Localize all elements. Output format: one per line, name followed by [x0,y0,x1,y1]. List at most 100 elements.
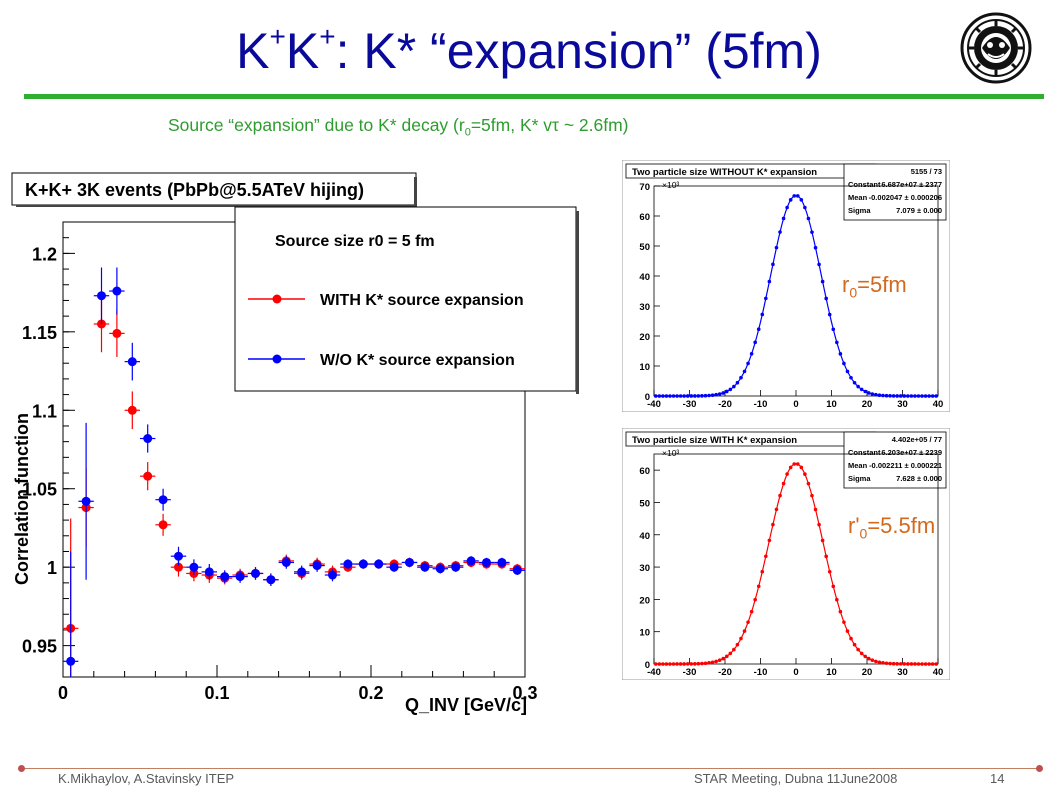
histogram-point [916,394,921,398]
histogram-point [820,279,825,284]
histogram-point [707,661,711,665]
x-tick-label: 0 [58,683,68,703]
histogram-point [849,375,853,380]
title-rule [24,94,1044,99]
y-tick-label: 10 [639,628,650,639]
histogram-point [675,394,679,398]
histogram-point [774,507,779,512]
histogram-point [863,389,868,394]
histogram-point [728,651,733,656]
histogram-point [735,642,740,647]
histogram-point [774,245,779,250]
histogram-point [803,472,807,476]
chart-title-box [11,172,417,206]
histogram-point [870,392,875,396]
histogram-point [771,262,775,267]
data-point-without [297,567,307,577]
histogram-without: Two particle size WITHOUT K* expansion 5… [622,160,950,412]
histogram-point [923,394,928,398]
histogram-point [891,661,896,666]
data-point-without [97,291,106,301]
histogram-point [788,465,793,470]
stat-value: -0.002047 ± 0.000206 [869,193,942,202]
histogram-point [859,387,864,392]
histogram-point [685,394,690,398]
histogram-point [930,662,935,666]
hist-top-axes: -40 -30 -20 -10 0 10 20 30 40 0 10 20 30 40 50 60 70 [639,182,943,410]
y-tick-label: 40 [639,272,650,283]
histogram-point [866,656,871,661]
annotation-r0-prime: r'0=5.5fm [848,513,936,542]
hist-top-title: Two particle size WITHOUT K* expansion [632,167,817,178]
histogram-point [906,394,910,398]
histogram-point [884,393,889,398]
x-tick-label: 20 [862,667,873,678]
legend-label-with: WITH K* source expansion [320,292,524,309]
hist-bot-stats: 4.402e+05 / 77 Constant 6.203e+07 ± 2239 Me… [848,435,942,483]
histogram-point [927,662,931,666]
histogram-point [753,597,757,602]
legend-shadow [576,211,579,394]
data-point-without [358,559,368,569]
stat-name: Constant [848,448,881,457]
histogram-point [700,394,704,398]
data-point-with [112,328,122,338]
legend-label-without: W/O K* source expansion [320,352,515,369]
histogram-point [721,656,726,661]
data-point-without [158,495,168,505]
histogram-point [678,394,683,398]
histogram-point [668,662,672,666]
histogram-point [888,394,892,398]
histogram-point [881,661,885,665]
main-axes: 0.95 1 1.05 1.1 1.15 1.2 0 0.1 0.2 0.3 [22,237,538,703]
histogram-point [813,507,818,512]
histogram-point [749,351,754,356]
histogram-point [710,393,715,397]
histogram-point [778,230,782,234]
y-tick-label: 40 [639,531,650,542]
histogram-point [671,394,676,398]
histogram-point [927,394,931,398]
histogram-point [682,662,686,666]
main-points [63,267,525,677]
histogram-point [661,394,665,398]
histogram-point [845,629,850,633]
data-point-without [251,568,260,578]
histogram-point [923,662,928,666]
histogram-point [934,662,939,666]
histogram-point [874,659,878,664]
data-point-without [127,357,137,367]
subtitle: Source “expansion” due to K* decay (r0=5… [168,115,629,139]
histogram-point [856,647,860,652]
data-point-without [374,559,384,569]
footer-authors: K.Mikhaylov, A.Stavinsky ITEP [58,771,235,786]
x-tick-label: -40 [647,667,661,678]
data-point-without [204,567,214,577]
x-tick-label: -20 [718,667,732,678]
x-tick-label: 20 [862,399,873,410]
histogram-point [838,609,843,614]
histogram-point [795,194,800,198]
histogram-point [934,394,939,398]
histogram-point [842,361,846,366]
histogram-point [913,662,917,666]
histogram-point [724,389,729,394]
histogram-point [693,394,697,398]
histogram-point [856,384,860,389]
annotation-r0: r0=5fm [842,272,907,301]
histogram-point [657,662,662,666]
y-tick-label: 1.1 [32,401,57,421]
legend-marker-without [272,354,282,364]
histogram-point [732,384,736,389]
histogram-point [852,380,857,385]
institute-seal-icon [960,12,1032,84]
y-tick-label: 0 [645,392,650,403]
histogram-point [781,481,786,486]
y-tick-label: 60 [639,466,650,477]
histogram-point [806,481,811,486]
x-tick-label: 0.1 [204,683,229,703]
histogram-point [863,654,868,659]
stat-value: 6.203e+07 ± 2239 [881,448,942,457]
histogram-point [909,394,914,398]
histogram-point [920,394,924,398]
